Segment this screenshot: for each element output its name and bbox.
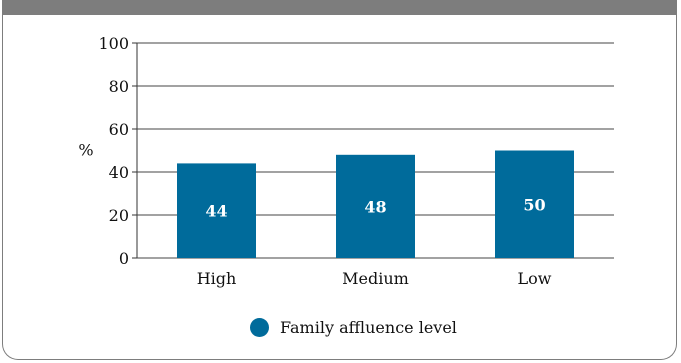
bar-medium [336,154,415,258]
bar-low [495,150,574,258]
y-axis-label: % [78,141,93,160]
title-bar [3,0,676,15]
legend-marker [250,318,269,337]
y-tick-label-80: 80 [109,77,129,96]
x-tick-label-medium: Medium [342,269,409,288]
legend: Family affluence level [250,318,457,337]
y-tick-label-60: 60 [109,120,129,139]
x-tick-label-high: High [197,269,237,288]
legend-label: Family affluence level [280,318,457,337]
bar-value-label-medium: 48 [364,197,386,216]
bar-value-label-high: 44 [205,202,227,221]
y-tick-label-40: 40 [109,163,129,182]
y-tick-label-20: 20 [109,206,129,225]
x-tick-label-low: Low [518,269,552,288]
y-tick-label-0: 0 [119,249,129,268]
y-tick-label-100: 100 [98,34,129,53]
bar-value-label-low: 50 [523,195,545,214]
bar-high [177,163,256,258]
